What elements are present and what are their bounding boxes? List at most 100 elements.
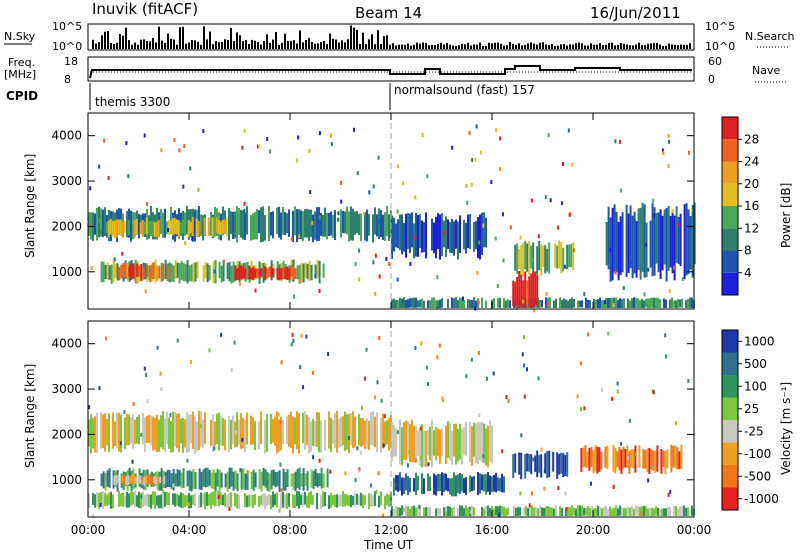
nsky-bar bbox=[116, 42, 118, 49]
velocity-band-cell bbox=[425, 430, 427, 467]
velocity-scatter-cell bbox=[583, 406, 586, 411]
nsky-bar bbox=[269, 43, 271, 49]
nsky-bar bbox=[257, 42, 259, 49]
velocity-band-cell bbox=[188, 470, 191, 491]
velocity-band-cell bbox=[360, 418, 362, 447]
velocity-band-cell bbox=[564, 454, 567, 477]
power-band-cell bbox=[114, 263, 117, 278]
power-band-cell bbox=[380, 210, 382, 237]
power-band-cell bbox=[258, 268, 261, 278]
power-scatter-cell bbox=[619, 188, 622, 193]
power-band-cell bbox=[399, 297, 401, 308]
velocity-band-cell bbox=[569, 507, 571, 516]
velocity-band-cell bbox=[481, 474, 483, 491]
velocity-band-cell bbox=[240, 468, 243, 490]
velocity-band-cell bbox=[485, 428, 487, 466]
velocity-band-cell bbox=[543, 507, 545, 516]
vel-cbar-swatch bbox=[722, 442, 738, 465]
power-scatter-cell bbox=[667, 164, 670, 169]
power-scatter-cell bbox=[308, 148, 311, 153]
power-band-cell bbox=[164, 208, 166, 238]
power-band-cell bbox=[292, 210, 294, 242]
nsky-bar bbox=[143, 39, 145, 49]
power-band-cell bbox=[665, 208, 668, 282]
velocity-band-cell bbox=[176, 413, 178, 449]
nsky-bar bbox=[398, 44, 400, 49]
velocity-band-cell bbox=[296, 411, 298, 449]
velocity-band-cell bbox=[403, 477, 405, 494]
velocity-band-cell bbox=[88, 493, 90, 508]
power-band-cell bbox=[675, 206, 678, 263]
power-band-cell bbox=[166, 263, 169, 281]
velocity-band-cell bbox=[326, 468, 329, 488]
power-band-cell bbox=[657, 297, 659, 308]
power-band-cell bbox=[542, 245, 545, 268]
velocity-band-cell bbox=[449, 423, 451, 461]
power-scatter-cell bbox=[297, 135, 300, 140]
power-band-cell bbox=[186, 260, 189, 284]
velocity-band-cell bbox=[560, 452, 563, 474]
velocity-band-cell bbox=[646, 448, 649, 472]
velocity-band-cell bbox=[405, 473, 407, 491]
nsky-bar bbox=[440, 42, 442, 49]
nsky-bar bbox=[473, 44, 475, 49]
power-band-cell bbox=[397, 219, 399, 249]
power-band-cell bbox=[376, 214, 378, 237]
velocity-band-cell bbox=[212, 491, 214, 506]
velocity-band-cell bbox=[461, 474, 463, 492]
power-band-cell bbox=[419, 214, 421, 249]
power-band-cell bbox=[645, 298, 647, 308]
velocity-scatter-cell bbox=[290, 342, 293, 347]
power-scatter-cell bbox=[340, 181, 343, 185]
velocity-band-cell bbox=[409, 508, 411, 516]
power-band-cell bbox=[483, 212, 485, 248]
velocity-band-cell bbox=[162, 411, 164, 450]
power-band-cell bbox=[393, 298, 395, 308]
power-band-cell bbox=[152, 263, 155, 280]
power-scatter-cell bbox=[475, 124, 478, 129]
velocity-band-cell bbox=[598, 447, 601, 472]
velocity-band-cell bbox=[272, 469, 275, 486]
power-scatter-cell bbox=[191, 236, 194, 241]
velocity-band-cell bbox=[122, 492, 124, 507]
power-band-cell bbox=[649, 220, 652, 268]
velocity-band-cell bbox=[613, 508, 615, 516]
power-band-cell bbox=[565, 299, 567, 308]
power-band-cell bbox=[322, 214, 324, 237]
power-band-cell bbox=[589, 300, 591, 308]
velocity-band-cell bbox=[362, 418, 364, 446]
velocity-band-cell bbox=[499, 478, 501, 492]
power-band-cell bbox=[244, 268, 247, 280]
power-band-cell bbox=[409, 298, 411, 308]
velocity-band-cell bbox=[304, 491, 306, 505]
power-band-cell bbox=[395, 223, 397, 248]
power-band-cell bbox=[475, 221, 477, 250]
velocity-band-cell bbox=[246, 495, 248, 508]
power-band-cell bbox=[242, 210, 244, 240]
velocity-band-cell bbox=[457, 428, 459, 462]
power-band-cell bbox=[524, 271, 527, 308]
nsky-bar bbox=[386, 35, 388, 49]
power-band-cell bbox=[252, 213, 254, 240]
velocity-scatter-cell bbox=[189, 360, 192, 364]
velocity-scatter-cell bbox=[176, 338, 179, 343]
nsky-bar bbox=[314, 43, 316, 49]
power-band-cell bbox=[541, 300, 543, 308]
power-band-cell bbox=[228, 208, 230, 241]
velocity-band-cell bbox=[92, 493, 94, 505]
power-band-cell bbox=[413, 297, 415, 308]
velocity-band-cell bbox=[178, 470, 181, 487]
power-scatter-cell bbox=[243, 201, 246, 206]
power-scatter-cell bbox=[468, 130, 471, 135]
x-tick-label: 04:00 bbox=[172, 523, 207, 537]
power-band-cell bbox=[629, 205, 632, 269]
velocity-band-cell bbox=[204, 492, 206, 510]
velocity-band-cell bbox=[180, 472, 183, 489]
velocity-band-cell bbox=[163, 475, 166, 484]
velocity-scatter-cell bbox=[146, 399, 149, 404]
power-band-cell bbox=[528, 241, 531, 275]
velocity-band-cell bbox=[324, 419, 326, 451]
velocity-band-cell bbox=[417, 476, 419, 491]
nsky-bar bbox=[581, 43, 583, 49]
velocity-scatter-cell bbox=[523, 363, 526, 368]
